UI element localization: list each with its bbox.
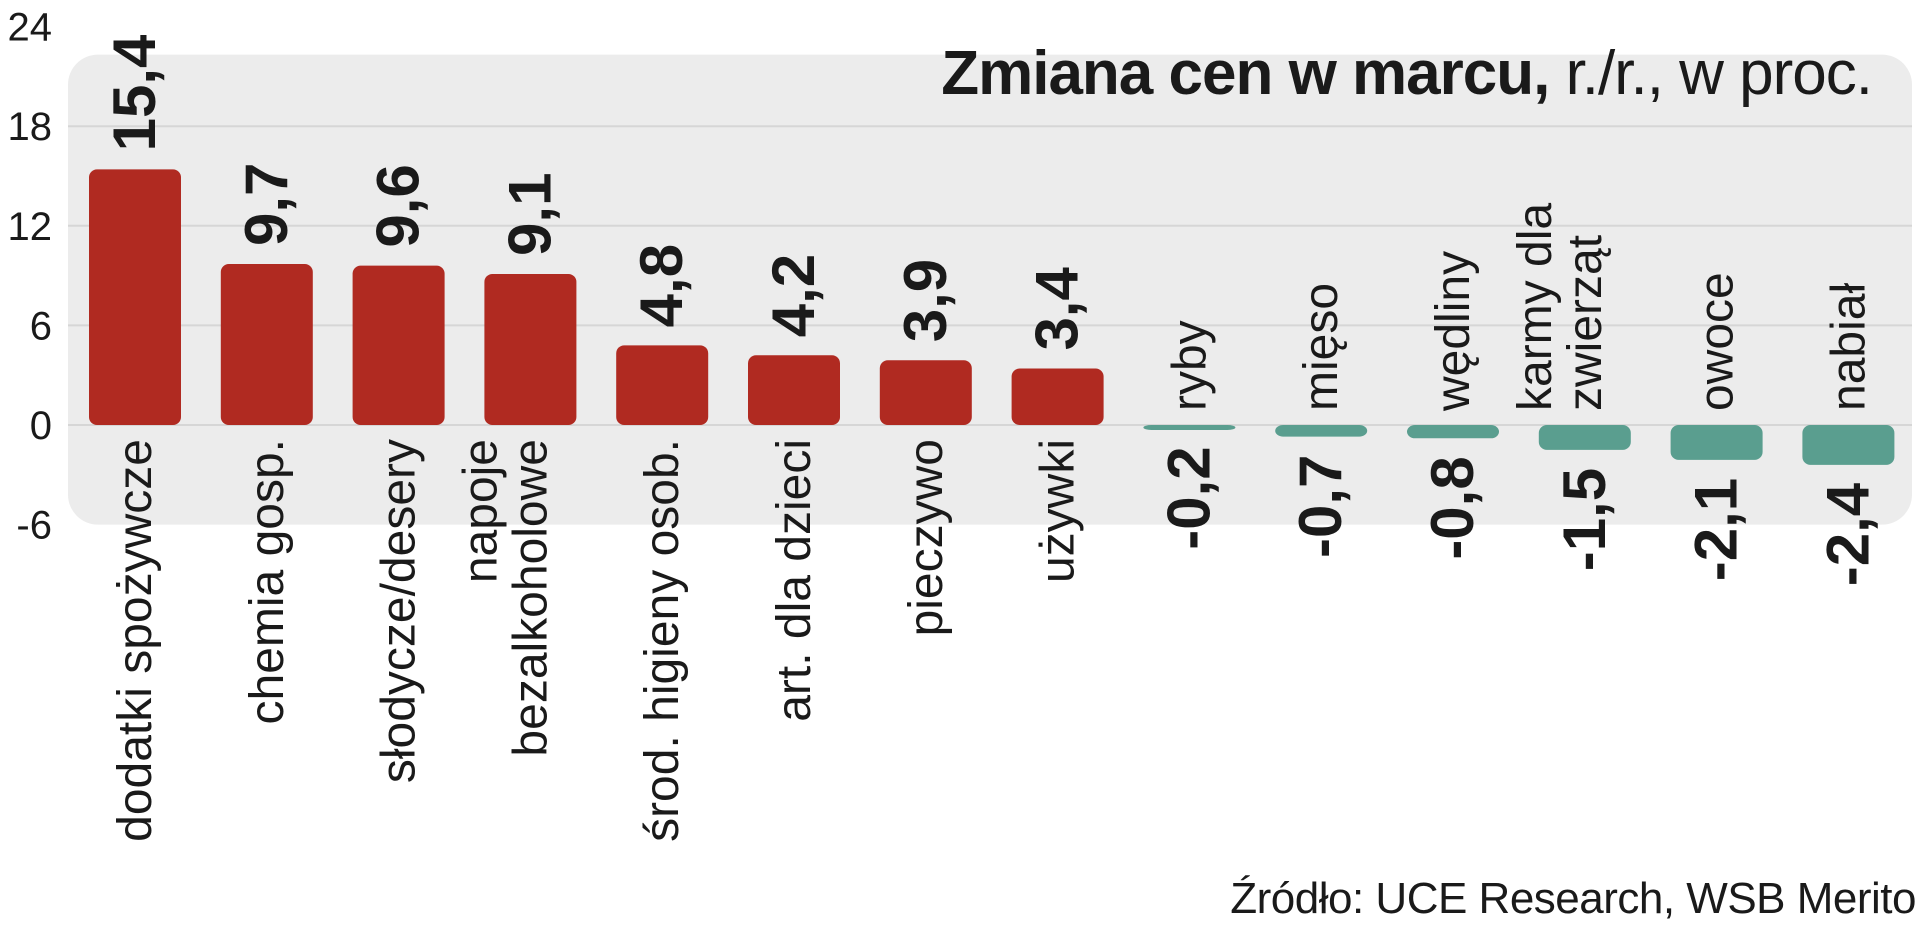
- data-label: 15,4: [101, 34, 168, 151]
- data-label: 9,6: [365, 164, 432, 247]
- category-label: dodatki spożywcze: [109, 439, 162, 842]
- y-tick-label: -6: [16, 504, 52, 548]
- bar: [1802, 425, 1895, 465]
- category-label: wędliny: [1427, 251, 1480, 412]
- data-label: -0,8: [1419, 456, 1486, 559]
- category-label: słodycze/desery: [373, 439, 426, 783]
- bar: [1143, 425, 1236, 430]
- bar: [748, 355, 840, 425]
- bar: [1538, 425, 1631, 450]
- bar: [1670, 425, 1763, 460]
- y-tick-label: 24: [8, 6, 53, 50]
- category-label: karmy dla: [1509, 203, 1562, 411]
- data-label: -1,5: [1551, 468, 1618, 571]
- data-label: 3,9: [892, 259, 959, 342]
- bar: [1407, 425, 1499, 439]
- data-label: 4,8: [628, 244, 695, 327]
- bar: [1011, 368, 1104, 425]
- category-label: pieczywo: [900, 439, 953, 636]
- bar: [352, 265, 445, 425]
- category-label: zwierząt: [1559, 235, 1612, 411]
- bar: [879, 360, 972, 425]
- category-label: bezalkoholowe: [504, 439, 557, 757]
- bar: [1275, 425, 1368, 437]
- y-tick-label: 6: [30, 304, 52, 348]
- category-label: nabiał: [1822, 283, 1875, 411]
- data-label: -0,7: [1287, 455, 1354, 558]
- chart-title-unit: r./r., w proc.: [1565, 39, 1873, 108]
- category-label: ryby: [1163, 320, 1216, 411]
- data-label: -0,2: [1155, 446, 1222, 549]
- y-tick-label: 0: [30, 404, 52, 448]
- category-label: mięso: [1295, 283, 1348, 411]
- bar: [220, 263, 313, 425]
- bar: [616, 345, 709, 425]
- category-label: chemia gosp.: [241, 439, 294, 725]
- chart-title-main: Zmiana cen w marcu,: [941, 39, 1550, 108]
- chart-title: Zmiana cen w marcu, r./r., w proc.: [941, 38, 1873, 109]
- data-label: 9,7: [233, 163, 300, 246]
- bar: [484, 273, 577, 425]
- category-label: owoce: [1691, 272, 1744, 411]
- data-label: -2,1: [1683, 478, 1750, 581]
- category-label: środ. higieny osob.: [636, 439, 689, 842]
- data-label: 4,2: [760, 254, 827, 337]
- category-label: napoje: [454, 439, 507, 583]
- category-label: używki: [1032, 439, 1085, 583]
- plot-panel: [68, 54, 1912, 525]
- bar: [89, 169, 181, 425]
- data-label: 9,1: [496, 173, 563, 256]
- data-label: -2,4: [1814, 482, 1881, 586]
- source-note: Źródło: UCE Research, WSB Merito: [1230, 874, 1916, 923]
- y-tick-label: 18: [8, 105, 53, 149]
- y-tick-label: 12: [8, 205, 53, 249]
- data-label: 3,4: [1024, 267, 1091, 351]
- category-label: art. dla dzieci: [768, 439, 821, 722]
